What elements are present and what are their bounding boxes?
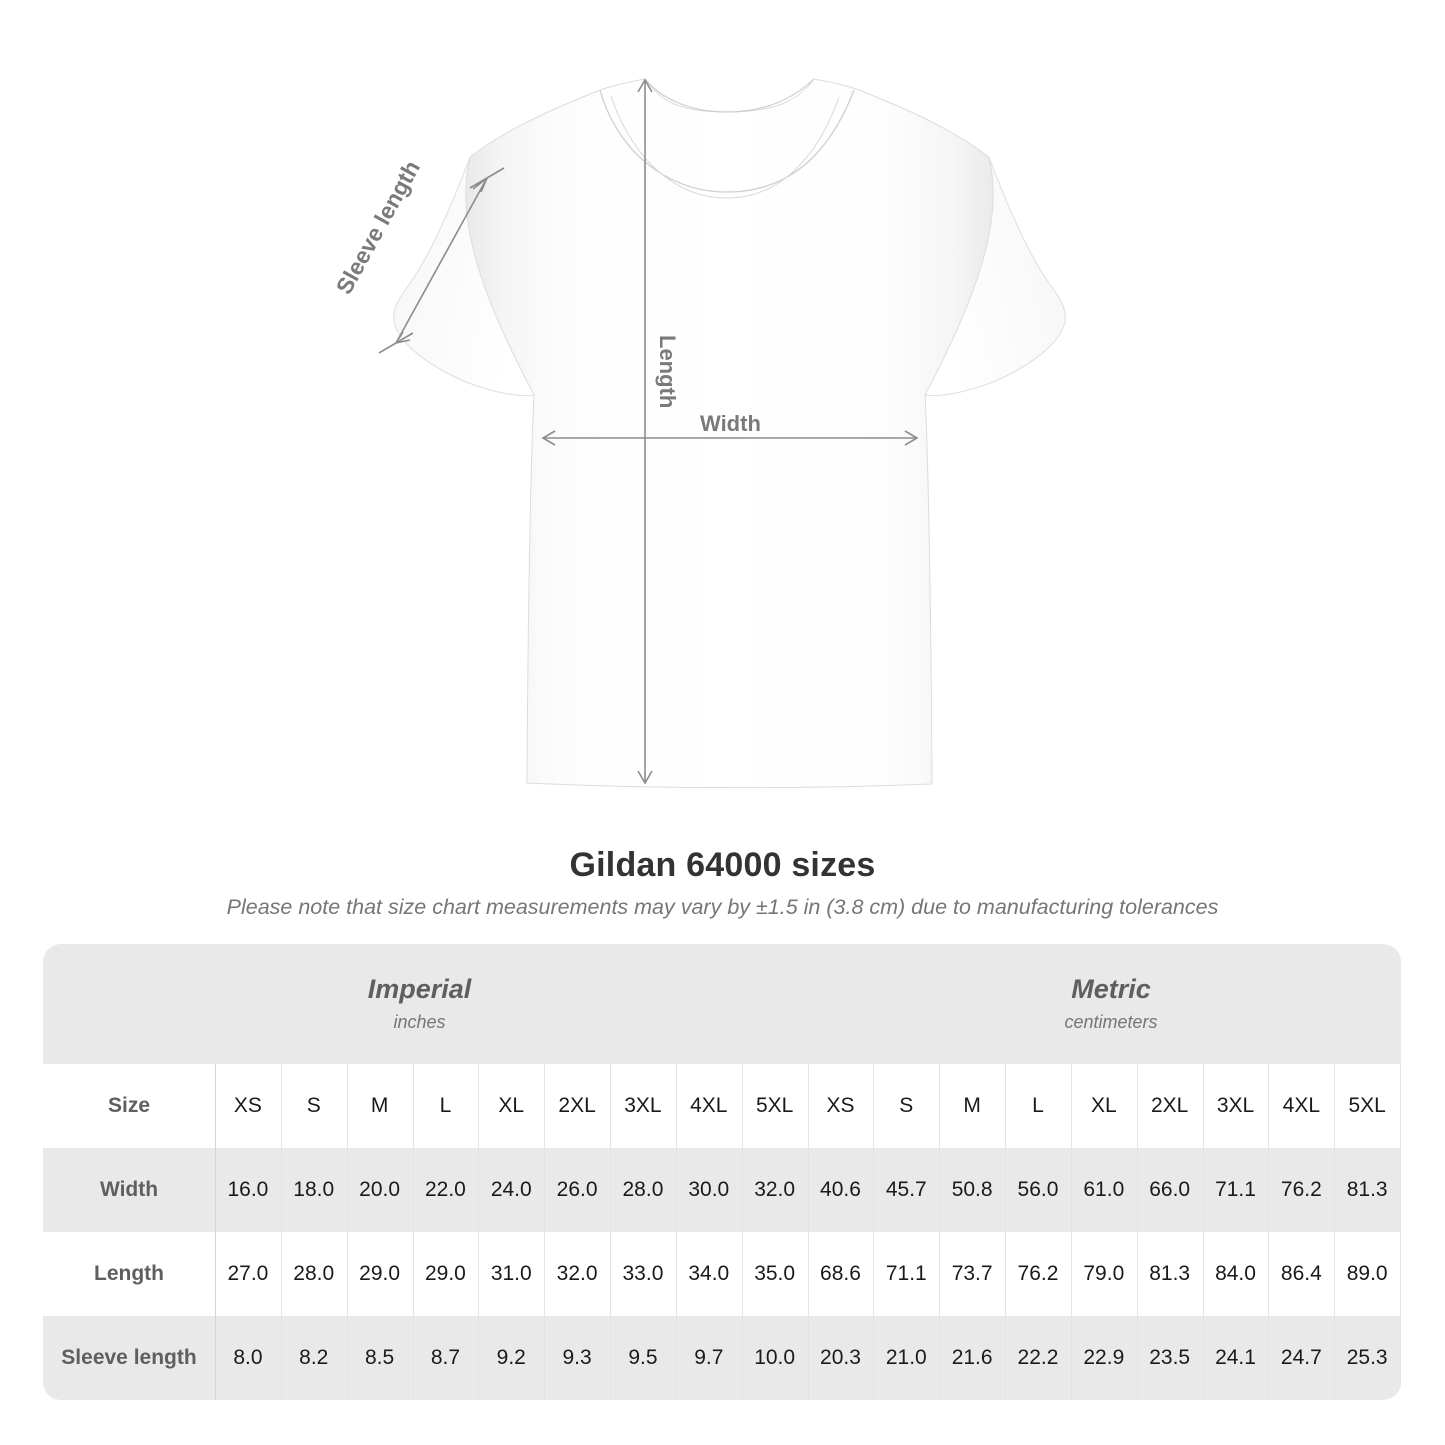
svg-text:Sleeve length: Sleeve length [331,156,425,298]
svg-text:Length: Length [655,335,680,408]
svg-text:Width: Width [700,411,761,436]
